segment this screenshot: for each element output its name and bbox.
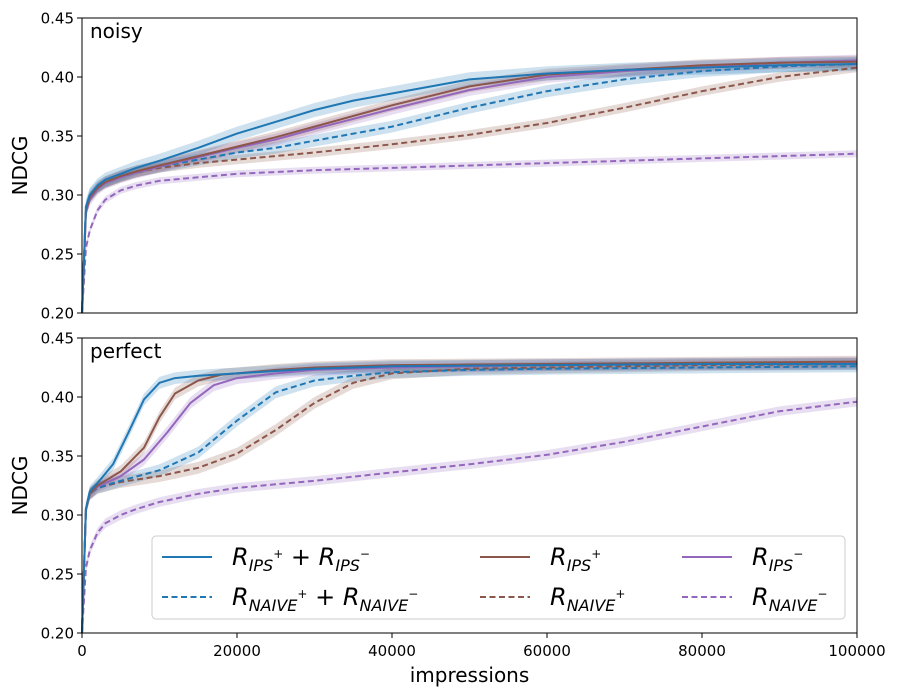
noisy-y-tick-label: 0.40 bbox=[41, 69, 74, 87]
noisy-panel: 0.20 0.25 0.30 0.35 0.40 0.45 noisy NDCG bbox=[8, 10, 858, 323]
legend-naive_neg-label: RNAIVE− bbox=[752, 583, 827, 615]
noisy-y-tick-label: 0.30 bbox=[41, 187, 74, 205]
legend-ips_neg-label: RIPS− bbox=[752, 543, 803, 575]
legend-naive_pos-label: RNAIVE+ bbox=[550, 583, 625, 615]
noisy-naive_both-confidence-band bbox=[82, 58, 857, 313]
x-tick-label: 0 bbox=[77, 642, 87, 660]
x-axis-label: impressions bbox=[410, 663, 530, 687]
legend: RIPS+ + RIPS− RNAIVE+ + RNAIVE− RIPS+ RNAIV… bbox=[151, 535, 846, 620]
x-tick-label: 80000 bbox=[678, 642, 726, 660]
legend-naive_both-label: RNAIVE+ + RNAIVE− bbox=[232, 583, 418, 615]
perfect-panel-title: perfect bbox=[90, 339, 162, 363]
noisy-panel-title: noisy bbox=[90, 19, 143, 43]
perfect-naive_pos-confidence-band bbox=[82, 358, 857, 633]
perfect-y-tick-label: 0.20 bbox=[41, 625, 74, 643]
perfect-ips_both-line bbox=[81, 363, 857, 634]
noisy-plot-frame bbox=[81, 17, 858, 314]
perfect-y-tick-label: 0.35 bbox=[41, 448, 74, 466]
noisy-y-tick-label: 0.45 bbox=[41, 10, 74, 28]
perfect-y-tick-label: 0.45 bbox=[41, 330, 74, 348]
noisy-y-tick-label: 0.35 bbox=[41, 128, 74, 146]
perfect-y-axis-label: NDCG bbox=[8, 456, 32, 516]
x-tick-label: 20000 bbox=[213, 642, 261, 660]
noisy-y-axis-label: NDCG bbox=[8, 136, 32, 196]
x-tick-label: 40000 bbox=[368, 642, 416, 660]
noisy-naive_both-line bbox=[81, 63, 858, 314]
x-tick-label: 100000 bbox=[828, 642, 885, 660]
legend-box bbox=[151, 535, 846, 620]
legend-ips_pos-label: RIPS+ bbox=[550, 543, 601, 575]
legend-ips_both-label: RIPS+ + RIPS− bbox=[232, 543, 370, 575]
x-tick-label: 60000 bbox=[523, 642, 571, 660]
perfect-y-tick-label: 0.30 bbox=[41, 507, 74, 525]
perfect-ips_pos-line bbox=[81, 360, 858, 634]
perfect-panel: 0.20 0.25 0.30 0.35 0.40 0.45 0 20000 40000 6000… bbox=[8, 330, 886, 688]
perfect-y-tick-label: 0.40 bbox=[41, 389, 74, 407]
noisy-ips_both-line bbox=[81, 63, 858, 314]
perfect-ips_both-confidence-band bbox=[82, 358, 857, 633]
perfect-plot-frame bbox=[81, 337, 858, 634]
perfect-naive_neg-line bbox=[81, 400, 858, 634]
noisy-y-tick-label: 0.25 bbox=[41, 246, 74, 264]
perfect-y-tick-label: 0.25 bbox=[41, 566, 74, 584]
noisy-y-tick-label: 0.20 bbox=[41, 305, 74, 323]
